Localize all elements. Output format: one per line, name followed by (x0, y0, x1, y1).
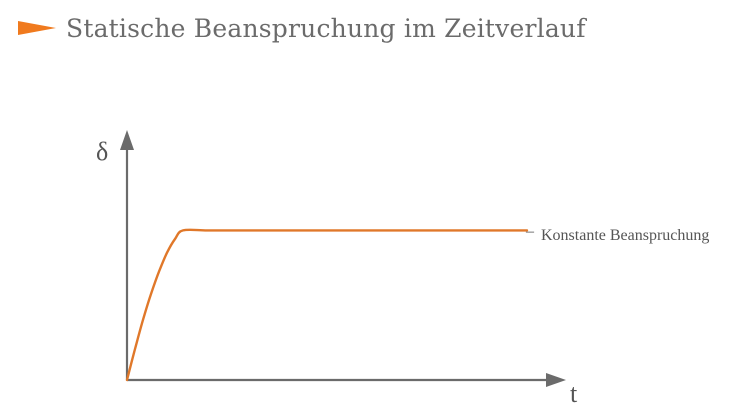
series-annotation: – Konstante Beanspruchung (525, 223, 709, 244)
x-axis-label: t (570, 379, 578, 408)
series-line-konstante-beanspruchung (125, 228, 529, 382)
orange-triangle-icon (18, 21, 56, 35)
page-title: Statische Beanspruchung im Zeitverlauf (66, 13, 586, 43)
annotation-label: Konstante Beanspruchung (541, 227, 709, 244)
series-layer (125, 228, 529, 382)
y-axis-arrow (120, 130, 134, 150)
slide-header: Statische Beanspruchung im Zeitverlauf (18, 10, 586, 46)
y-axis-label: δ (96, 137, 108, 166)
x-axis-arrow (546, 373, 566, 387)
axes: δ t (96, 130, 578, 408)
annotation-dash: – (525, 223, 535, 240)
